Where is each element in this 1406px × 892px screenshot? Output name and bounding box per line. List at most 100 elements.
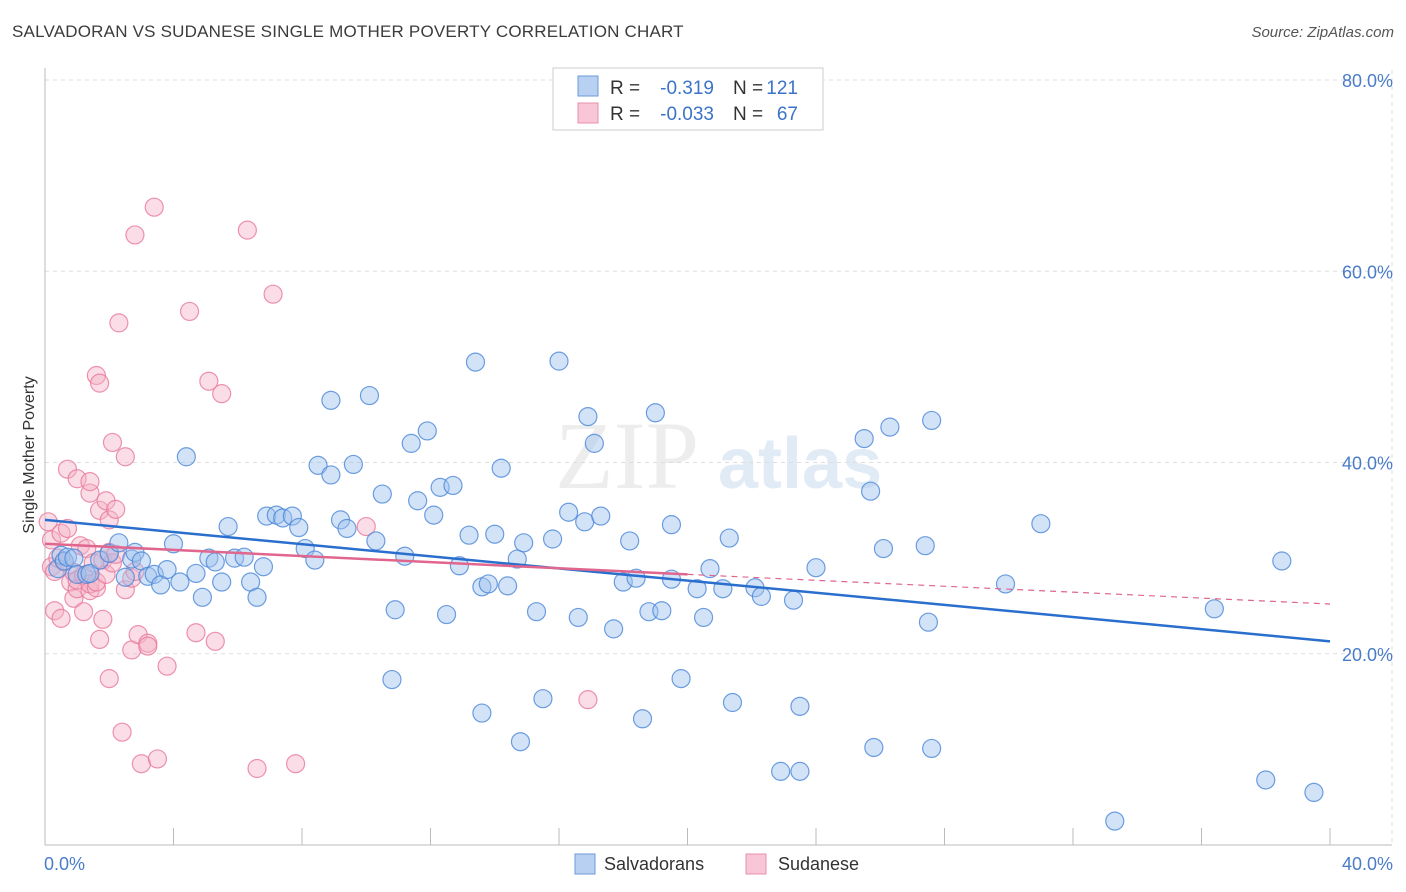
salvadorans-point: [1272, 551, 1292, 571]
salvadorans-point: [632, 709, 653, 729]
sudanese-point: [263, 284, 283, 304]
salvadorans-point: [257, 506, 277, 526]
sudanese-point: [247, 758, 267, 779]
salvadorans-point: [436, 604, 457, 625]
sudanese-point: [578, 690, 598, 710]
sudanese-point: [96, 564, 116, 584]
sudanese-point: [73, 602, 94, 622]
salvadorans-point: [115, 567, 135, 587]
y-axis-label: Single Mother Poverty: [21, 376, 38, 533]
salvadorans-point: [472, 703, 492, 723]
sudanese-point: [93, 609, 113, 629]
salvadorans-point: [305, 550, 325, 570]
legend-n-label-2: N =: [733, 104, 763, 125]
x-tick-label-max: 40.0%: [1342, 854, 1393, 874]
sudanese-point: [131, 754, 151, 774]
series-legend: Salvadorans Sudanese: [574, 853, 859, 875]
salvadorans-point: [205, 552, 225, 572]
salvadorans-point: [218, 516, 238, 537]
salvadorans-point: [212, 572, 232, 592]
salvadorans-point: [719, 528, 739, 548]
sudanese-point: [147, 749, 168, 769]
salvadorans-point: [790, 761, 810, 781]
salvadorans-point: [372, 484, 392, 504]
salvadorans-point: [613, 572, 633, 592]
salvadorans-point: [401, 433, 421, 453]
sudanese-point: [212, 384, 232, 404]
salvadorans-point: [308, 455, 328, 475]
salvadorans-point: [485, 524, 505, 544]
salvadorans-point: [880, 417, 900, 437]
salvadorans-point: [514, 533, 534, 553]
salvadorans-point: [771, 761, 791, 781]
sudanese-point: [86, 578, 107, 598]
salvadorans-point: [359, 385, 380, 406]
salvadorans-point: [382, 669, 402, 690]
salvadorans-point: [273, 508, 293, 528]
trend-line-sudanese-extension: [687, 573, 1331, 605]
sudanese-point: [205, 631, 225, 651]
sudanese-point: [102, 432, 123, 453]
tick-labels: 20.0% 40.0% 60.0% 80.0% 0.0% 40.0%: [44, 71, 1393, 874]
salvadorans-point: [591, 506, 611, 526]
salvadorans-point: [918, 612, 939, 632]
salvadorans-point: [559, 502, 579, 522]
salvadorans-point: [424, 505, 444, 525]
salvadorans-point: [873, 538, 894, 559]
sudanese-point: [115, 447, 135, 467]
legend-swatch-salvadorans: [574, 853, 596, 875]
salvadorans-point: [385, 600, 405, 620]
salvadorans-point: [99, 543, 119, 563]
legend-n-value-2: 67: [777, 104, 798, 125]
salvadorans-point: [575, 512, 595, 532]
salvadorans-point: [491, 458, 511, 478]
salvadorans-point: [80, 563, 100, 584]
sudanese-point: [285, 754, 306, 774]
sudanese-point: [237, 220, 257, 240]
salvadorans-point: [337, 518, 357, 539]
legend-n-value-1: 121: [766, 78, 798, 99]
series-sudanese: [38, 197, 598, 779]
salvadorans-point: [578, 407, 598, 427]
salvadorans-point: [751, 586, 771, 606]
salvadorans-point: [144, 564, 164, 584]
salvadorans-point: [652, 601, 672, 621]
salvadorans-point: [343, 454, 363, 475]
salvadorans-point: [408, 491, 428, 511]
salvadorans-point: [176, 447, 196, 467]
sudanese-point: [112, 722, 132, 742]
salvadorans-point: [1031, 514, 1051, 534]
sudanese-point: [199, 371, 219, 391]
legend-r-value-1: -0.319: [660, 78, 714, 99]
legend-n-label-1: N =: [733, 78, 763, 99]
salvadorans-point: [443, 475, 463, 496]
salvadorans-point: [722, 692, 743, 713]
salvadorans-point: [1304, 782, 1324, 803]
salvadorans-point: [163, 534, 184, 554]
salvadorans-point: [289, 517, 309, 538]
salvadorans-point: [693, 607, 714, 628]
sudanese-point: [90, 629, 110, 650]
salvadorans-point: [584, 433, 604, 453]
salvadorans-point: [626, 568, 646, 588]
salvadorans-point: [170, 572, 190, 592]
salvadorans-point: [321, 465, 341, 485]
sudanese-point: [157, 656, 177, 676]
sudanese-point: [106, 499, 126, 519]
salvadorans-point: [790, 696, 810, 716]
sudanese-point: [90, 373, 110, 393]
legend-swatch-pink: [577, 102, 599, 124]
salvadorans-point: [645, 403, 665, 423]
watermark-zip: ZIP: [555, 402, 699, 509]
salvadorans-point: [57, 547, 78, 567]
salvadorans-point: [542, 529, 563, 549]
sudanese-point: [179, 301, 200, 322]
salvadorans-point: [510, 732, 531, 752]
stats-legend: R = -0.319 N = 121 R = -0.033 N = 67: [552, 67, 824, 131]
sudanese-point: [109, 313, 129, 333]
sudanese-point: [80, 472, 100, 492]
salvadorans-point: [700, 559, 720, 579]
sudanese-point: [125, 225, 145, 245]
salvadorans-point: [687, 579, 707, 599]
salvadorans-point: [247, 587, 267, 607]
